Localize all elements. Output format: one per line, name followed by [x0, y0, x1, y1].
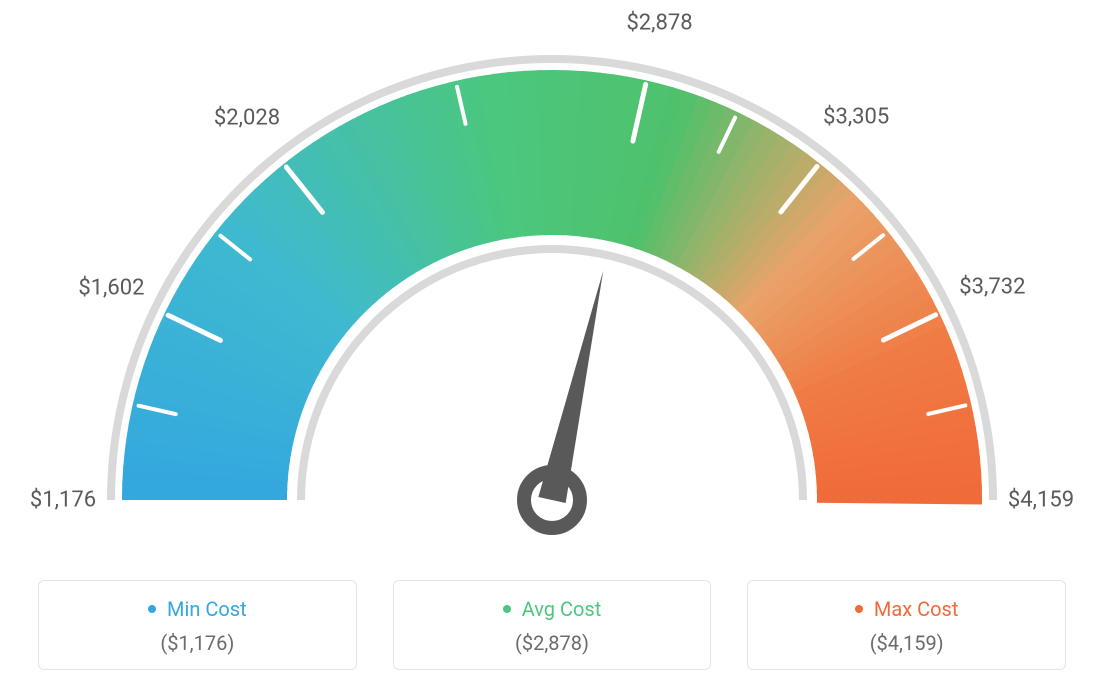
- cost-gauge-container: $1,176 $1,602 $2,028 $2,878 $3,305 $3,732 $4,1…: [0, 0, 1104, 690]
- dot-icon: [503, 605, 511, 613]
- legend-title-text: Min Cost: [167, 597, 247, 621]
- legend-value-avg: ($2,878): [404, 631, 701, 655]
- legend-title-min: Min Cost: [49, 597, 346, 621]
- legend-value-min: ($1,176): [49, 631, 346, 655]
- gauge-chart: $1,176 $1,602 $2,028 $2,878 $3,305 $3,732 $4,1…: [0, 0, 1104, 560]
- gauge-tick-label: $1,602: [78, 275, 144, 300]
- legend-title-max: Max Cost: [758, 597, 1055, 621]
- legend-card-max: Max Cost ($4,159): [747, 580, 1066, 670]
- legend-title-avg: Avg Cost: [404, 597, 701, 621]
- gauge-tick-label: $2,878: [626, 10, 692, 35]
- gauge-tick-label: $3,305: [823, 105, 889, 130]
- legend-value-max: ($4,159): [758, 631, 1055, 655]
- legend-row: Min Cost ($1,176) Avg Cost ($2,878) Max …: [0, 580, 1104, 670]
- legend-title-text: Max Cost: [874, 597, 959, 621]
- legend-title-text: Avg Cost: [522, 597, 602, 621]
- legend-card-avg: Avg Cost ($2,878): [393, 580, 712, 670]
- gauge-tick-label: $2,028: [214, 105, 280, 130]
- gauge-svg: [0, 0, 1104, 560]
- gauge-tick-label: $4,159: [1008, 488, 1074, 513]
- gauge-tick-label: $1,176: [30, 488, 96, 513]
- dot-icon: [148, 605, 156, 613]
- dot-icon: [855, 605, 863, 613]
- legend-card-min: Min Cost ($1,176): [38, 580, 357, 670]
- gauge-tick-label: $3,732: [959, 275, 1025, 300]
